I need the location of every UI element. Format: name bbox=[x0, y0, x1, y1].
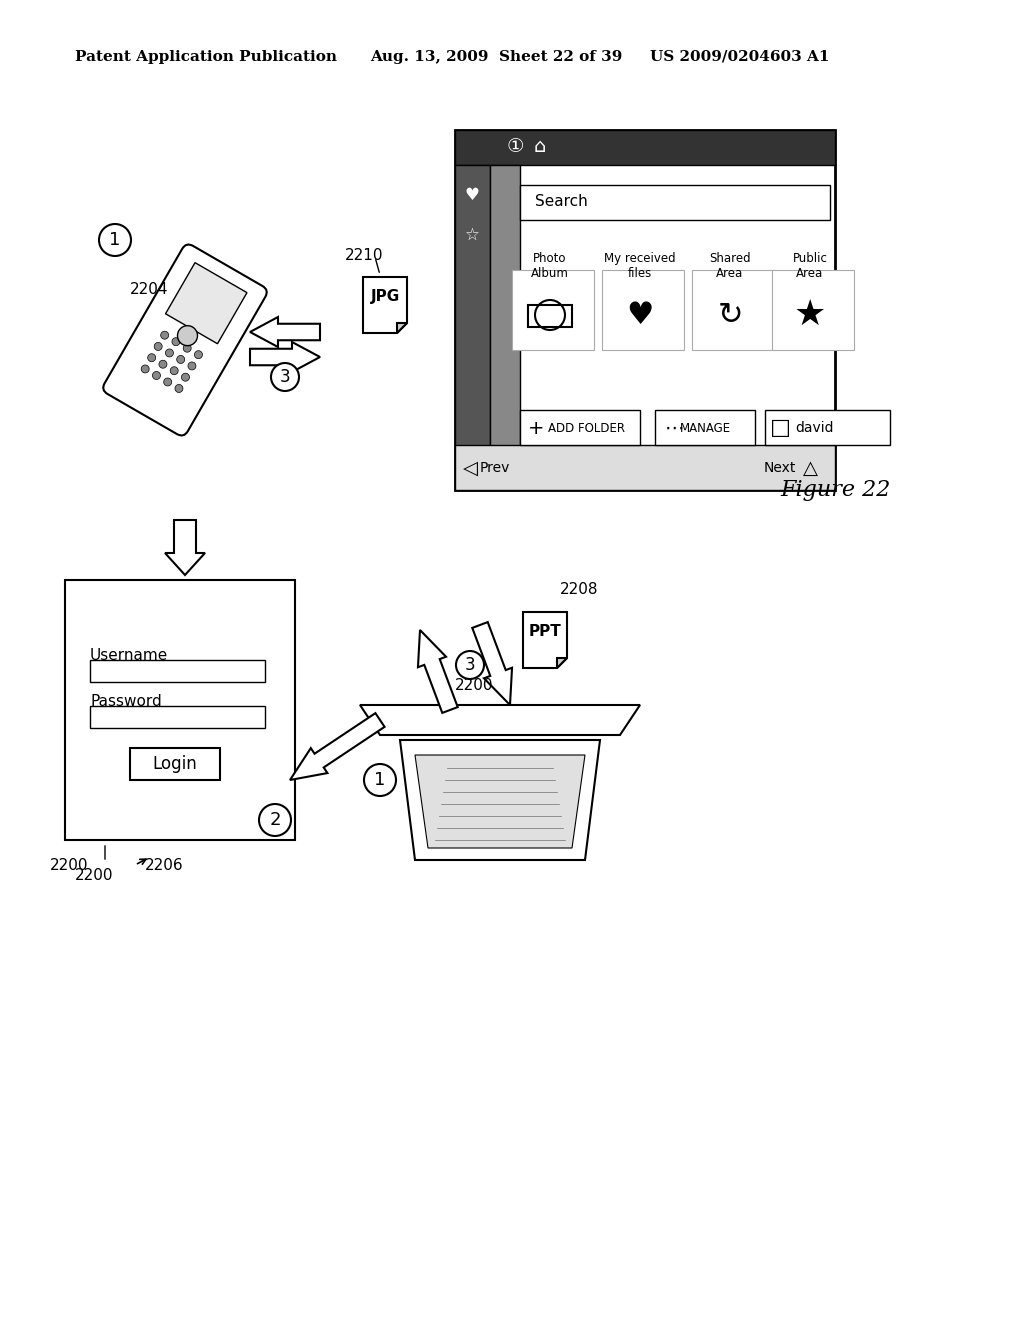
Circle shape bbox=[166, 348, 173, 356]
Text: 1: 1 bbox=[110, 231, 121, 249]
Bar bbox=[490, 165, 520, 490]
Bar bbox=[512, 271, 594, 350]
Polygon shape bbox=[397, 323, 407, 333]
Circle shape bbox=[259, 804, 291, 836]
Text: 2208: 2208 bbox=[560, 582, 598, 598]
Bar bbox=[772, 271, 854, 350]
Text: Public
Area: Public Area bbox=[793, 252, 827, 280]
Text: △: △ bbox=[803, 458, 817, 478]
Text: ①: ① bbox=[506, 137, 523, 157]
Circle shape bbox=[159, 360, 167, 368]
Polygon shape bbox=[523, 612, 567, 668]
Circle shape bbox=[177, 326, 198, 346]
Text: ♥: ♥ bbox=[627, 301, 653, 330]
Text: Aug. 13, 2009  Sheet 22 of 39: Aug. 13, 2009 Sheet 22 of 39 bbox=[370, 50, 623, 63]
Text: 3: 3 bbox=[465, 656, 475, 675]
Text: 2206: 2206 bbox=[145, 858, 183, 873]
Bar bbox=[455, 129, 835, 490]
Text: MANAGE: MANAGE bbox=[680, 421, 731, 434]
Bar bbox=[520, 411, 640, 445]
Circle shape bbox=[153, 371, 161, 379]
Text: 2210: 2210 bbox=[345, 248, 384, 263]
Text: US 2009/0204603 A1: US 2009/0204603 A1 bbox=[650, 50, 829, 63]
Text: ♥: ♥ bbox=[465, 186, 479, 205]
Text: Username: Username bbox=[90, 648, 168, 663]
Text: david: david bbox=[795, 421, 834, 436]
Bar bbox=[65, 579, 295, 840]
Text: 2200: 2200 bbox=[75, 867, 114, 883]
Circle shape bbox=[147, 354, 156, 362]
Text: My received
files: My received files bbox=[604, 252, 676, 280]
Text: Password: Password bbox=[90, 694, 162, 710]
Text: PPT: PPT bbox=[528, 624, 561, 639]
Polygon shape bbox=[557, 657, 567, 668]
Text: Figure 22: Figure 22 bbox=[780, 479, 891, 502]
Text: 2204: 2204 bbox=[130, 282, 169, 297]
Text: Patent Application Publication: Patent Application Publication bbox=[75, 50, 337, 63]
Polygon shape bbox=[415, 755, 585, 847]
Text: ADD FOLDER: ADD FOLDER bbox=[548, 421, 625, 434]
Text: Next: Next bbox=[764, 461, 797, 475]
Circle shape bbox=[188, 362, 196, 370]
Text: ⋯: ⋯ bbox=[665, 418, 684, 437]
Text: 3: 3 bbox=[280, 368, 291, 385]
Bar bbox=[765, 411, 890, 445]
Polygon shape bbox=[472, 622, 512, 705]
Polygon shape bbox=[362, 277, 407, 333]
Bar bbox=[455, 165, 490, 490]
Circle shape bbox=[183, 345, 191, 352]
Bar bbox=[692, 271, 774, 350]
Bar bbox=[528, 305, 572, 327]
Circle shape bbox=[141, 364, 150, 374]
Polygon shape bbox=[290, 713, 385, 780]
Text: ↻: ↻ bbox=[717, 301, 742, 330]
Circle shape bbox=[155, 342, 162, 350]
Text: 2200: 2200 bbox=[455, 677, 494, 693]
Bar bbox=[90, 660, 265, 682]
Bar bbox=[130, 748, 220, 780]
Polygon shape bbox=[400, 741, 600, 861]
Bar bbox=[455, 445, 835, 490]
Circle shape bbox=[195, 351, 203, 359]
Text: □: □ bbox=[770, 418, 791, 438]
Text: ☆: ☆ bbox=[465, 226, 479, 244]
Circle shape bbox=[456, 651, 484, 678]
Circle shape bbox=[170, 367, 178, 375]
Circle shape bbox=[181, 374, 189, 381]
Circle shape bbox=[164, 378, 172, 385]
Circle shape bbox=[177, 355, 184, 363]
Polygon shape bbox=[250, 317, 319, 347]
Text: Search: Search bbox=[535, 194, 588, 210]
Polygon shape bbox=[418, 630, 458, 713]
Text: ★: ★ bbox=[794, 298, 826, 333]
Text: 2: 2 bbox=[269, 810, 281, 829]
Text: 1: 1 bbox=[375, 771, 386, 789]
Bar bbox=[455, 129, 835, 165]
FancyBboxPatch shape bbox=[166, 263, 247, 343]
Circle shape bbox=[161, 331, 169, 339]
Circle shape bbox=[271, 363, 299, 391]
FancyBboxPatch shape bbox=[103, 244, 267, 436]
Polygon shape bbox=[360, 705, 640, 735]
Polygon shape bbox=[250, 342, 319, 372]
Bar bbox=[520, 185, 830, 220]
Text: ⌂: ⌂ bbox=[534, 137, 546, 157]
Text: 2200: 2200 bbox=[50, 858, 88, 873]
Circle shape bbox=[99, 224, 131, 256]
Text: Login: Login bbox=[153, 755, 198, 774]
Text: Prev: Prev bbox=[480, 461, 510, 475]
Text: JPG: JPG bbox=[371, 289, 399, 305]
Text: Photo
Album: Photo Album bbox=[531, 252, 569, 280]
Circle shape bbox=[175, 384, 183, 392]
Bar bbox=[655, 411, 755, 445]
Text: Shared
Area: Shared Area bbox=[710, 252, 751, 280]
Text: ◁: ◁ bbox=[463, 458, 477, 478]
Bar bbox=[90, 706, 265, 729]
Circle shape bbox=[364, 764, 396, 796]
Text: +: + bbox=[528, 418, 545, 437]
Polygon shape bbox=[165, 520, 205, 576]
Circle shape bbox=[172, 338, 180, 346]
Bar bbox=[602, 271, 684, 350]
